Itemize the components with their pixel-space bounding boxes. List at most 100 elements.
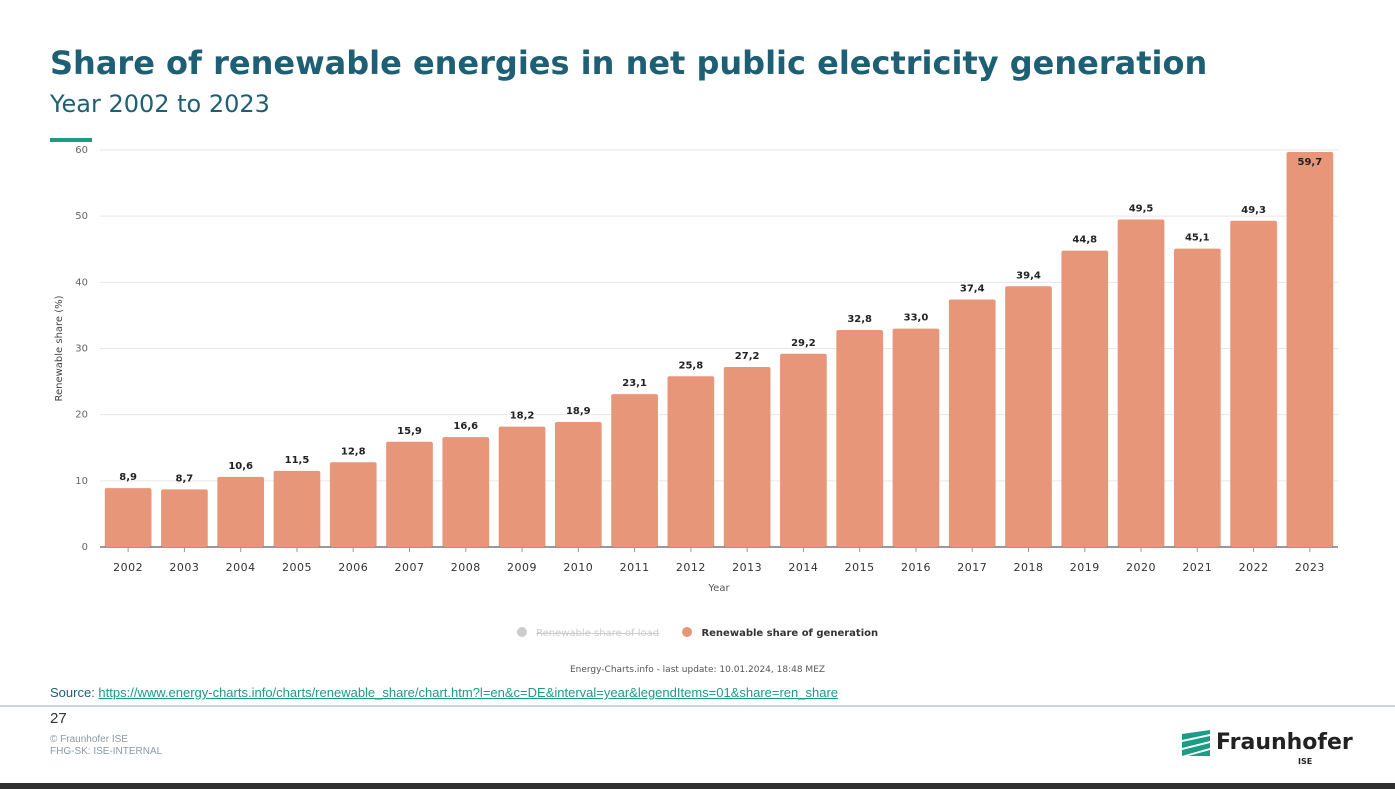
x-tick-label-2011: 2011 <box>620 561 650 574</box>
bar-2002 <box>104 488 152 547</box>
legend-item-generation[interactable]: Renewable share of generation <box>682 627 878 639</box>
x-tick-label-2007: 2007 <box>395 561 425 574</box>
y-tick-label-50: 50 <box>75 211 88 222</box>
bar-2016 <box>892 328 940 547</box>
x-tick-label-2019: 2019 <box>1070 561 1100 574</box>
x-tick-label-2018: 2018 <box>1014 561 1044 574</box>
x-tick-label-2003: 2003 <box>169 561 199 574</box>
data-label-2022: 49,3 <box>1241 205 1266 216</box>
bar-2019 <box>1061 250 1109 547</box>
data-label-2011: 23,1 <box>622 378 647 389</box>
copyright-text: © Fraunhofer ISE <box>50 734 128 745</box>
data-label-2012: 25,8 <box>679 360 704 371</box>
bar-2008 <box>442 437 490 547</box>
page-number: 27 <box>50 710 67 727</box>
classification-text: FHG-SK: ISE-INTERNAL <box>50 746 163 757</box>
data-label-2008: 16,6 <box>453 421 478 432</box>
fraunhofer-logo: Fraunhofer ISE <box>1180 726 1353 770</box>
data-label-2021: 45,1 <box>1185 233 1210 244</box>
bar-2012 <box>667 376 715 547</box>
data-label-2018: 39,4 <box>1016 270 1041 281</box>
bar-2021 <box>1173 248 1221 548</box>
slide-subtitle: Year 2002 to 2023 <box>50 90 270 118</box>
data-label-2009: 18,2 <box>510 411 535 422</box>
x-tick-label-2004: 2004 <box>226 561 256 574</box>
logo-subtext: ISE <box>1298 757 1313 766</box>
data-label-2006: 12,8 <box>341 446 366 457</box>
x-tick-label-2014: 2014 <box>788 561 818 574</box>
data-label-2007: 15,9 <box>397 426 422 437</box>
bar-2023 <box>1286 151 1334 548</box>
data-label-2017: 37,4 <box>960 284 985 295</box>
y-tick-label-0: 0 <box>82 542 88 553</box>
bar-2017 <box>948 299 996 547</box>
legend-marker-load <box>516 627 527 637</box>
data-label-2019: 44,8 <box>1072 235 1097 246</box>
bar-2003 <box>161 489 208 547</box>
x-tick-label-2012: 2012 <box>676 561 706 574</box>
x-tick-label-2021: 2021 <box>1182 561 1212 574</box>
bar-2006 <box>329 462 377 547</box>
accent-bar <box>50 138 92 142</box>
data-label-2014: 29,2 <box>791 338 816 349</box>
y-tick-label-10: 10 <box>75 476 88 487</box>
y-tick-label-60: 60 <box>75 145 88 156</box>
x-tick-label-2013: 2013 <box>732 561 762 574</box>
bar-2007 <box>386 441 433 547</box>
fraunhofer-logo-icon <box>1182 730 1210 756</box>
data-label-2002: 8,9 <box>119 472 137 483</box>
x-tick-label-2005: 2005 <box>282 561 312 574</box>
y-axis-title: Renewable share (%) <box>54 295 65 401</box>
data-label-2020: 49,5 <box>1129 203 1154 214</box>
x-axis-title: Year <box>707 583 730 594</box>
x-tick-label-2008: 2008 <box>451 561 481 574</box>
y-tick-label-30: 30 <box>75 344 88 355</box>
legend-marker-generation <box>682 627 693 637</box>
bar-2018 <box>1005 286 1052 547</box>
bar-2004 <box>217 476 265 547</box>
bar-2015 <box>836 329 884 547</box>
legend-label-load: Renewable share of load <box>536 628 660 639</box>
copyright-block: © Fraunhofer ISE FHG-SK: ISE-INTERNAL <box>50 734 162 758</box>
logo-text: Fraunhofer <box>1216 730 1353 755</box>
y-tick-label-20: 20 <box>75 410 88 421</box>
bar-2010 <box>554 421 602 547</box>
x-tick-label-2020: 2020 <box>1126 561 1156 574</box>
renewable-share-bar-chart: 0 10 20 30 40 50 60 8,9 2002 8,7 2003 10,6 2004 11,5 2… <box>54 145 1338 594</box>
y-tick-label-40: 40 <box>75 277 88 288</box>
bar-2005 <box>273 470 321 547</box>
data-label-2005: 11,5 <box>285 455 310 466</box>
data-label-2004: 10,6 <box>228 461 253 472</box>
legend-item-load[interactable]: Renewable share of load <box>516 627 660 639</box>
data-label-2016: 33,0 <box>904 313 929 324</box>
source-line: Source: https://www.energy-charts.info/c… <box>50 685 838 700</box>
bar-2013 <box>723 367 771 547</box>
chart-legend: Renewable share of load Renewable share … <box>0 627 1395 639</box>
x-tick-label-2002: 2002 <box>113 561 143 574</box>
x-tick-label-2009: 2009 <box>507 561 537 574</box>
data-label-2003: 8,7 <box>176 473 194 484</box>
legend-label-generation: Renewable share of generation <box>701 628 879 639</box>
bar-2020 <box>1117 219 1165 547</box>
x-tick-label-2006: 2006 <box>338 561 368 574</box>
source-link[interactable]: https://www.energy-charts.info/charts/re… <box>98 685 839 700</box>
chart-credit: Energy-Charts.info - last update: 10.01.… <box>569 665 826 675</box>
bar-2009 <box>498 426 546 547</box>
bottom-band <box>0 783 1395 789</box>
data-label-2023: 59,7 <box>1298 157 1323 168</box>
slide-title: Share of renewable energies in net publi… <box>50 44 1208 82</box>
x-tick-label-2022: 2022 <box>1239 561 1269 574</box>
x-tick-label-2016: 2016 <box>901 561 931 574</box>
bar-2022 <box>1230 220 1277 547</box>
data-label-2010: 18,9 <box>566 406 591 417</box>
footer-divider <box>0 705 1395 707</box>
data-label-2013: 27,2 <box>735 351 760 362</box>
bar-2014 <box>780 353 827 547</box>
x-tick-label-2015: 2015 <box>845 561 875 574</box>
x-tick-label-2010: 2010 <box>563 561 593 574</box>
data-label-2015: 32,8 <box>847 314 872 325</box>
x-tick-label-2023: 2023 <box>1295 561 1325 574</box>
source-label: Source: <box>50 685 99 700</box>
x-tick-label-2017: 2017 <box>957 561 987 574</box>
bar-2011 <box>611 394 658 547</box>
